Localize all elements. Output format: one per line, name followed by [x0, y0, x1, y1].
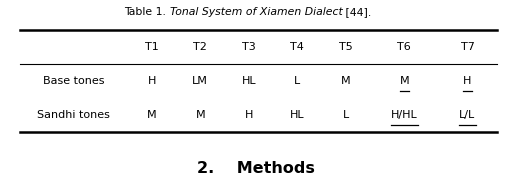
Text: H/HL: H/HL — [391, 110, 418, 120]
Text: LM: LM — [193, 76, 208, 86]
Text: T4: T4 — [290, 42, 304, 52]
Text: HL: HL — [290, 110, 305, 120]
Text: L: L — [294, 76, 301, 86]
Text: Sandhi tones: Sandhi tones — [37, 110, 111, 120]
Text: T1: T1 — [145, 42, 159, 52]
Text: M: M — [147, 110, 157, 120]
Text: T5: T5 — [339, 42, 353, 52]
Text: H: H — [245, 110, 253, 120]
Text: T2: T2 — [194, 42, 207, 52]
Text: H: H — [463, 76, 472, 86]
Text: Tonal System of Xiamen Dialect: Tonal System of Xiamen Dialect — [169, 7, 343, 17]
Text: T3: T3 — [242, 42, 255, 52]
Text: L: L — [343, 110, 349, 120]
Text: T6: T6 — [397, 42, 411, 52]
Text: Base tones: Base tones — [43, 76, 104, 86]
Text: M: M — [399, 76, 409, 86]
Text: [44].: [44]. — [343, 7, 372, 17]
Text: M: M — [196, 110, 205, 120]
Text: Table 1.: Table 1. — [124, 7, 169, 17]
Text: HL: HL — [242, 76, 256, 86]
Text: M: M — [341, 76, 351, 86]
Text: T7: T7 — [461, 42, 475, 52]
Text: 2.    Methods: 2. Methods — [197, 161, 315, 176]
Text: H: H — [147, 76, 156, 86]
Text: L/L: L/L — [459, 110, 476, 120]
